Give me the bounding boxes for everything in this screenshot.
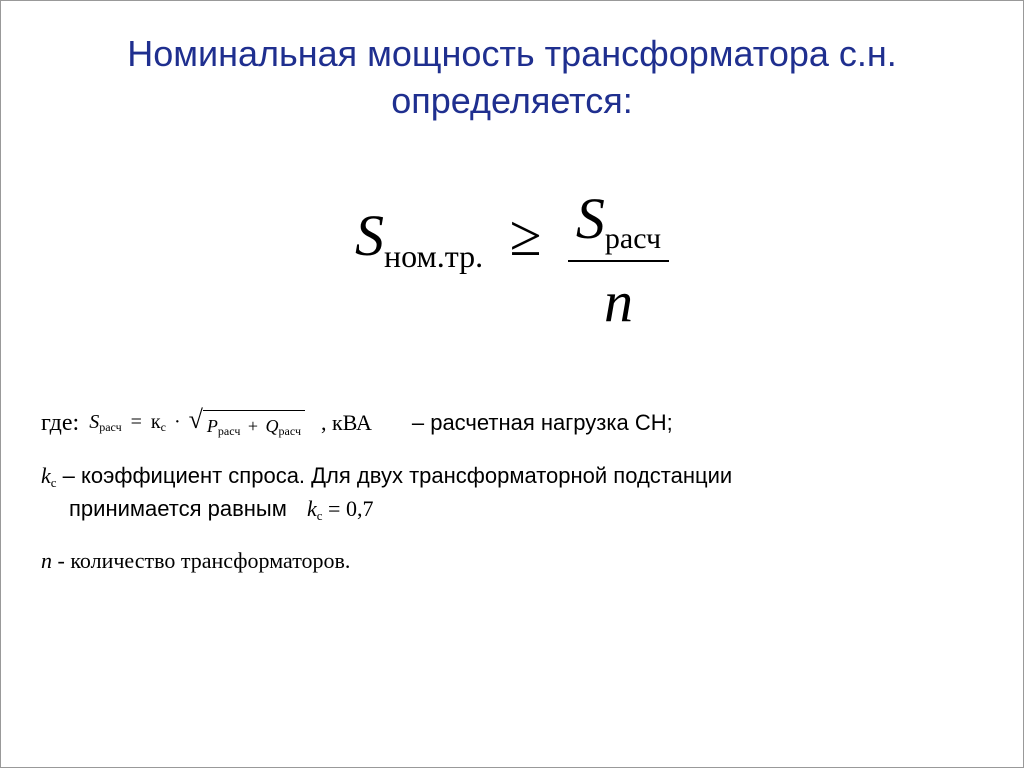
s-calc-formula: Sрасч = кс · √ Pрасч + Qрасч bbox=[89, 406, 305, 440]
kc-symbol: kc bbox=[41, 463, 57, 488]
lhs-S: S bbox=[355, 203, 384, 268]
dot: · bbox=[171, 411, 184, 433]
def-row-1: где: Sрасч = кс · √ Pрасч + Qрасч , кВА … bbox=[41, 405, 983, 441]
sqrt: √ Pрасч + Qрасч bbox=[189, 406, 305, 440]
q-sub: расч bbox=[279, 424, 301, 438]
n-var: n bbox=[41, 548, 52, 573]
kc-line-b: принимается равным kc = 0,7 bbox=[41, 492, 983, 526]
denominator: n bbox=[568, 260, 669, 335]
geq-symbol: ≥ bbox=[498, 202, 554, 269]
n-text: - количество трансформаторов. bbox=[52, 548, 350, 573]
plus: + bbox=[245, 416, 261, 436]
k-sub: с bbox=[161, 420, 166, 434]
slide-title: Номинальная мощность трансформатора с.н.… bbox=[1, 1, 1023, 135]
p-var: P bbox=[207, 416, 218, 436]
unit: , кВА bbox=[315, 406, 372, 439]
kc-value: kc = 0,7 bbox=[293, 496, 373, 521]
eq-sign: = bbox=[127, 411, 146, 433]
num-sub: расч bbox=[605, 222, 661, 255]
p-sub: расч bbox=[218, 424, 240, 438]
q-var: Q bbox=[266, 416, 279, 436]
fraction: Sрасч n bbox=[568, 185, 669, 335]
kc-text-a: – коэффициент спроса. Для двух трансформ… bbox=[63, 463, 733, 488]
s-sub: расч bbox=[99, 420, 121, 434]
main-formula: Sном.тр. ≥ Sрасч n bbox=[1, 185, 1023, 335]
num-S: S bbox=[576, 186, 605, 251]
kc-text-b: принимается равным bbox=[69, 496, 287, 521]
s-desc: – расчетная нагрузка СН; bbox=[382, 406, 673, 439]
definitions: где: Sрасч = кс · √ Pрасч + Qрасч , кВА … bbox=[41, 405, 983, 577]
where-label: где: bbox=[41, 405, 79, 441]
k-var: к bbox=[151, 411, 161, 433]
lhs-sub: ном.тр. bbox=[384, 238, 483, 274]
def-row-3: n - количество трансформаторов. bbox=[41, 544, 983, 577]
def-row-2: kc – коэффициент спроса. Для двух трансф… bbox=[41, 459, 983, 526]
s-var: S bbox=[89, 411, 99, 433]
